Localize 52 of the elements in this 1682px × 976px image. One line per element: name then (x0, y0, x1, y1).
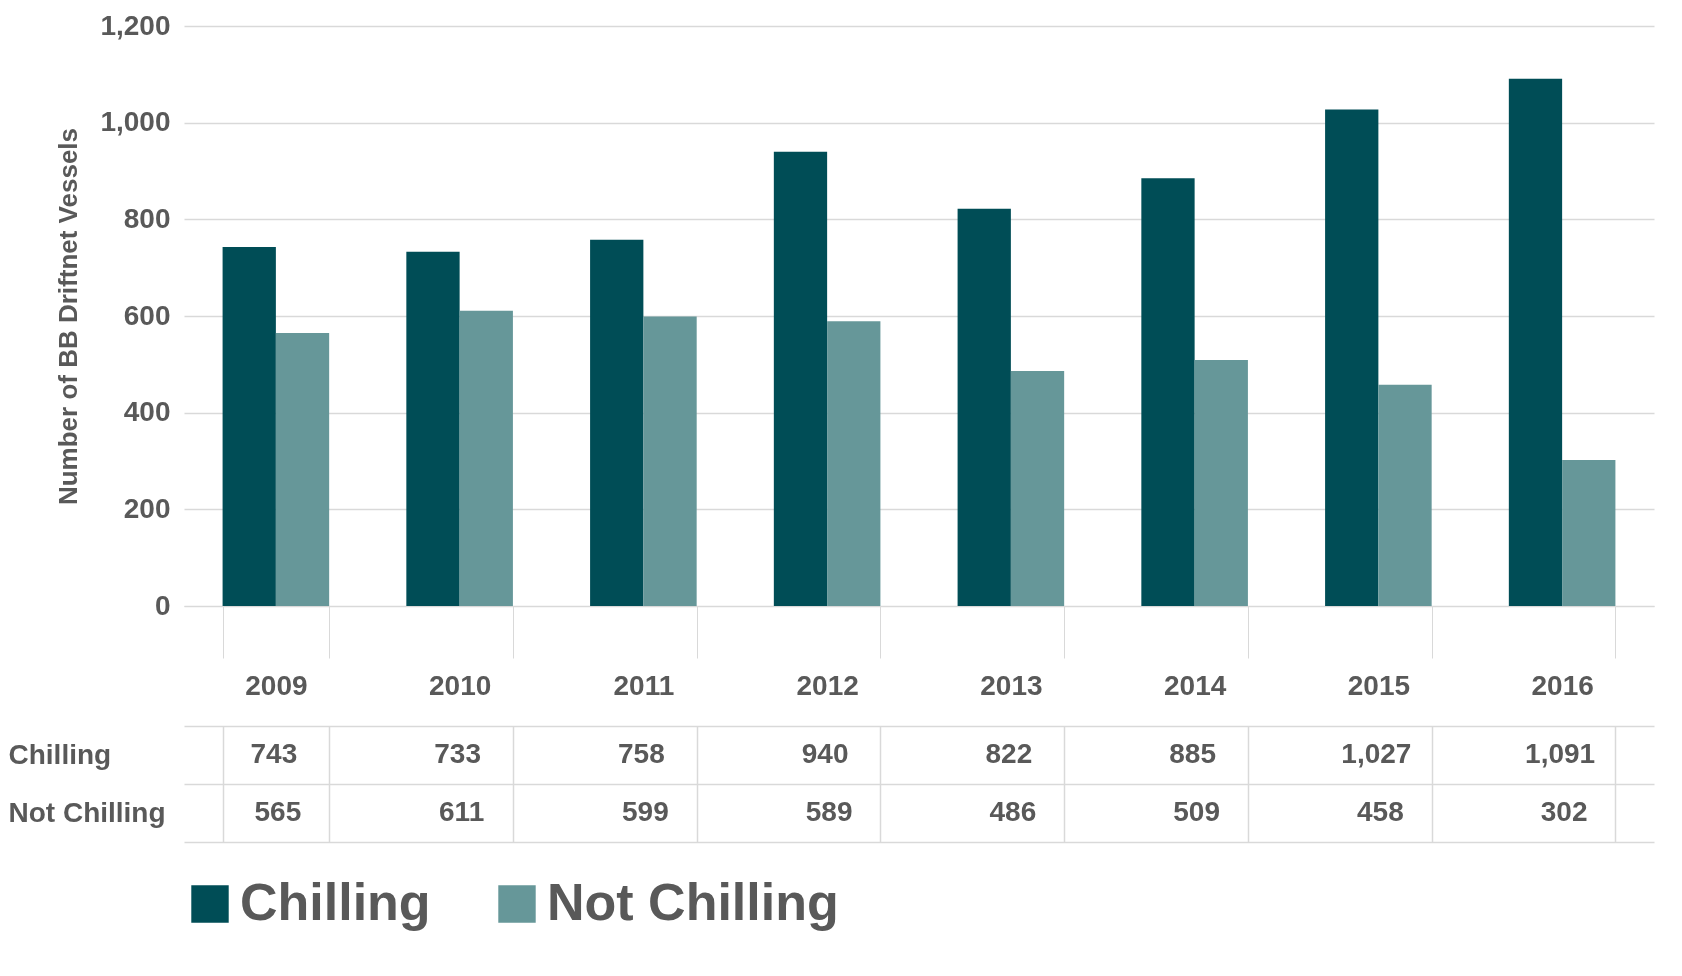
data-label: 509 (1173, 796, 1220, 827)
data-label: 589 (805, 796, 853, 827)
bar (1010, 371, 1065, 606)
bar (773, 151, 828, 606)
y-tick-label: 0 (154, 589, 171, 621)
bar (222, 246, 276, 606)
data-label: 733 (434, 738, 481, 769)
bar (459, 310, 513, 606)
y-tick-label: 1,200 (100, 9, 171, 41)
data-label: 302 (1540, 796, 1588, 827)
x-tick-label: 2009 (245, 669, 308, 701)
data-label: 486 (989, 796, 1037, 827)
data-label: 822 (985, 738, 1033, 769)
bar (275, 332, 330, 606)
bar (1325, 109, 1379, 606)
bar (1562, 460, 1616, 606)
bar (406, 251, 460, 606)
legend-label: Chilling (240, 873, 431, 931)
data-label: 758 (618, 738, 665, 769)
x-tick-label: 2015 (1347, 669, 1411, 701)
data-label: 743 (250, 738, 298, 769)
y-axis-title: Number of BB Driftnet Vessels (53, 127, 84, 506)
x-tick-label: 2014 (1163, 669, 1227, 701)
y-tick-label: 600 (123, 299, 171, 331)
data-label: 1,027 (1341, 738, 1412, 769)
legend-label: Not Chilling (547, 873, 839, 931)
x-tick-label: 2011 (613, 669, 675, 701)
y-tick-label: 800 (123, 202, 171, 234)
data-label: 611 (439, 796, 485, 827)
y-tick-label: 400 (123, 396, 171, 428)
bar (827, 321, 881, 606)
bar (590, 239, 644, 606)
x-tick-label: 2013 (980, 669, 1043, 701)
bar (1194, 359, 1248, 606)
bar (643, 316, 697, 606)
y-tick-label: 1,000 (100, 106, 171, 138)
y-tick-label: 200 (123, 492, 171, 524)
x-tick-label: 2012 (796, 669, 859, 701)
data-label: 458 (1357, 796, 1404, 827)
text: Not Chilling (8, 796, 166, 828)
bar (1508, 78, 1563, 606)
data-label: 599 (622, 796, 669, 827)
data-label: 565 (254, 796, 302, 827)
x-tick-label: 2016 (1531, 669, 1594, 701)
bar (1378, 384, 1432, 606)
text: Chilling (8, 738, 112, 770)
data-label: 940 (801, 738, 849, 769)
data-label: 1,091 (1525, 738, 1596, 769)
x-tick-label: 2010 (428, 669, 492, 701)
bar (1141, 178, 1195, 606)
bar (957, 208, 1011, 606)
data-label: 885 (1169, 738, 1216, 769)
